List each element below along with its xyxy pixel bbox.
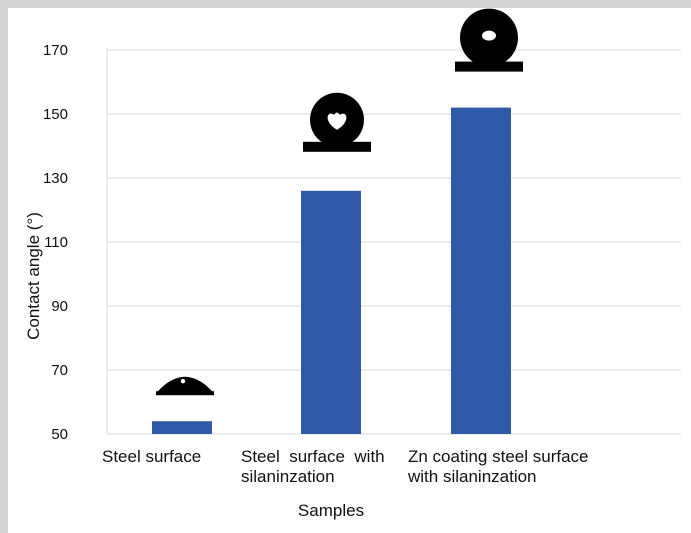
x-category-label: Steel surface bbox=[102, 447, 201, 466]
y-tick-label: 150 bbox=[43, 106, 68, 123]
y-tick-label: 70 bbox=[51, 362, 68, 379]
x-axis-title: Samples bbox=[298, 501, 364, 520]
y-tick-label: 170 bbox=[43, 42, 68, 59]
droplet-superhydrophobic-icon bbox=[455, 8, 523, 72]
y-tick-label: 130 bbox=[43, 170, 68, 187]
gridlines bbox=[106, 48, 681, 435]
y-axis-title: Contact angle (°) bbox=[24, 212, 43, 340]
y-tick-labels: 50 70 90 110 130 150 170 bbox=[43, 42, 68, 443]
y-tick-label: 50 bbox=[51, 426, 68, 443]
x-category-label: Zn coating steel surface with silaninzati… bbox=[407, 447, 588, 486]
x-category-labels: Steel surface Steel surface with silaninza… bbox=[102, 447, 588, 486]
y-tick-label: 110 bbox=[44, 234, 68, 251]
chart-panel: 50 70 90 110 130 150 170 Steel surface Steel su… bbox=[8, 8, 691, 533]
droplet-high-contact-icon bbox=[303, 92, 371, 152]
y-tick-label: 90 bbox=[51, 298, 68, 315]
droplet-images bbox=[156, 8, 523, 396]
x-category-label: Steel surface with silaninzation bbox=[241, 447, 385, 486]
bar bbox=[301, 190, 361, 434]
bars bbox=[152, 107, 511, 434]
bar bbox=[152, 421, 212, 434]
droplet-low-contact-icon bbox=[156, 376, 214, 396]
bar bbox=[451, 107, 511, 434]
